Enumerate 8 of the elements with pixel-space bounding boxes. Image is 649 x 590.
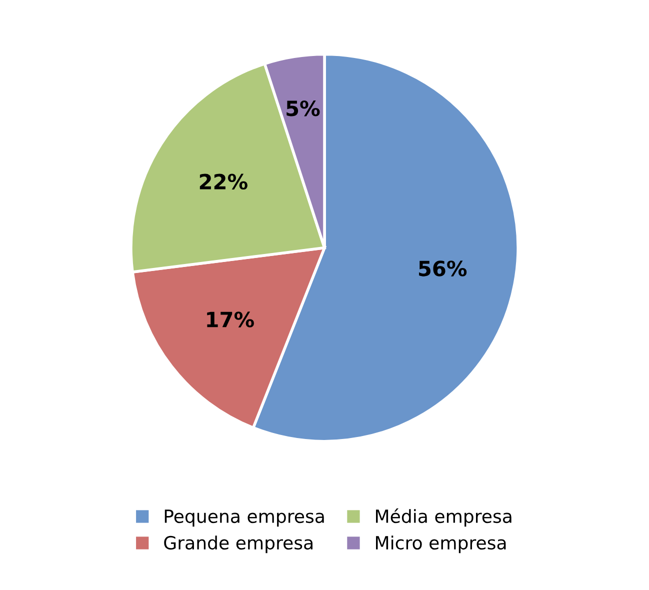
legend-label: Média empresa (376, 508, 512, 527)
legend-label: Grande empresa (164, 536, 312, 554)
data-label: 22% (200, 174, 248, 190)
legend-label: Pequena empresa (164, 510, 324, 527)
data-label: 56% (419, 260, 467, 276)
data-label: 5% (286, 100, 320, 116)
legend-label: Micro empresa (376, 536, 506, 554)
data-label: 17% (207, 312, 254, 328)
